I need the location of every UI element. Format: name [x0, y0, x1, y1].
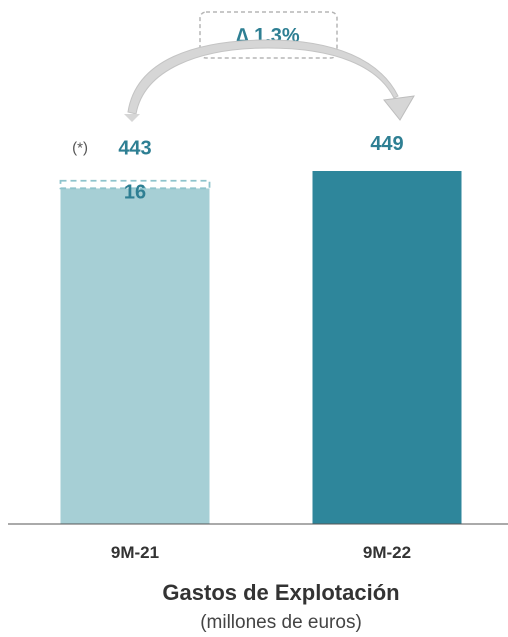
- category-label-9m-21: 9M-21: [111, 543, 159, 562]
- value-label-dashed-segment: 16: [124, 182, 146, 204]
- value-label-9m-22: 449: [370, 133, 403, 155]
- bar-9m-22: [312, 171, 462, 524]
- chart-subtitle: (millones de euros): [200, 612, 362, 633]
- chart-title: Gastos de Explotación: [162, 580, 399, 605]
- bar-9m-21: [60, 188, 210, 525]
- bar-9m-21-dashed-segment: [59, 179, 211, 190]
- value-label-9m-21: 443: [118, 138, 151, 160]
- arrow-head: [383, 95, 415, 121]
- footnote-marker: (*): [72, 140, 88, 157]
- arrow-tail: [124, 114, 140, 122]
- category-label-9m-22: 9M-22: [363, 543, 411, 562]
- curved-arrow: [127, 39, 399, 115]
